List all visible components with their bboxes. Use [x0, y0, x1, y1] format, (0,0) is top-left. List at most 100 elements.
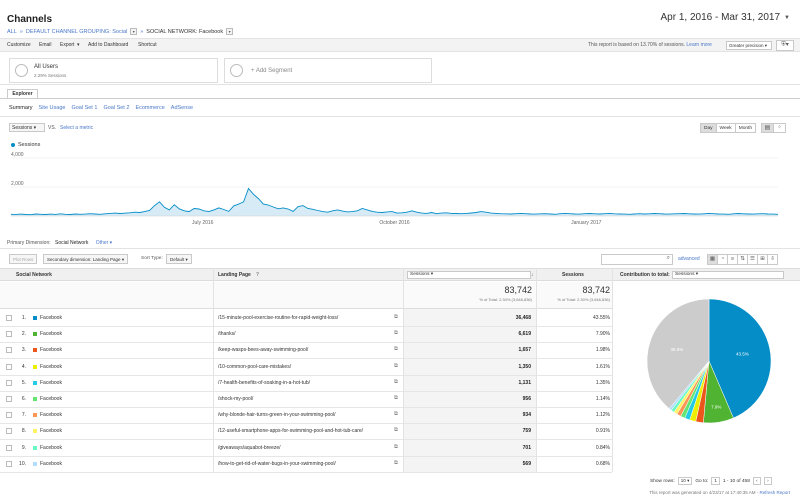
external-link-icon[interactable]: ⧉	[394, 378, 398, 385]
external-link-icon[interactable]: ⧉	[394, 427, 398, 434]
row-color-swatch	[33, 413, 37, 418]
external-link-icon[interactable]: ⧉	[394, 443, 398, 450]
subtab-ecommerce[interactable]: Ecommerce	[135, 105, 165, 111]
row-checkbox[interactable]	[6, 315, 12, 321]
customize-button[interactable]: Customize	[7, 42, 31, 48]
add-to-dashboard-button[interactable]: Add to Dashboard	[88, 42, 129, 48]
email-button[interactable]: Email	[39, 42, 52, 48]
external-link-icon[interactable]: ⧉	[394, 330, 398, 337]
segment-all-users[interactable]: All Users 2.29% Sessions	[9, 58, 218, 83]
external-link-icon[interactable]: ⧉	[394, 314, 398, 320]
show-rows-select[interactable]: 10 ▾	[677, 477, 693, 485]
external-link-icon[interactable]: ⧉	[394, 346, 398, 353]
row-landing-page[interactable]: /7-health-benefits-of-soaking-in-a-hot-t…	[218, 379, 310, 386]
column-social-network[interactable]: Social Network	[16, 272, 52, 278]
secondary-dimension-select[interactable]: Secondary dimension: Landing Page ▾	[43, 254, 129, 264]
column-sessions[interactable]: Sessions	[562, 272, 584, 278]
row-landing-page[interactable]: /how-to-get-rid-of-water-bugs-in-your-sw…	[218, 460, 336, 467]
export-icon[interactable]: ⇩	[767, 254, 778, 265]
row-landing-page[interactable]: /15-minute-pool-exercise-routine-for-rap…	[218, 315, 339, 321]
help-icon[interactable]: ?	[256, 272, 260, 278]
x-tick-label: July 2016	[192, 220, 214, 226]
row-social-network[interactable]: Facebook	[40, 315, 62, 321]
row-checkbox[interactable]	[6, 428, 12, 435]
row-number: 7.	[21, 412, 26, 419]
row-sessions: 759	[522, 428, 531, 435]
refresh-report-link[interactable]: Refresh Report	[759, 490, 790, 495]
row-checkbox[interactable]	[6, 379, 12, 386]
row-social-network[interactable]: Facebook	[40, 331, 62, 338]
row-landing-page[interactable]: /giveaways/aquabot-breeze/	[218, 444, 281, 451]
row-sessions: 1,350	[518, 363, 531, 370]
export-button[interactable]: Export	[60, 42, 75, 48]
add-segment-button[interactable]: + Add Segment	[224, 58, 432, 83]
tab-explorer[interactable]: Explorer	[7, 89, 38, 99]
primary-dimension-value[interactable]: Social Network	[55, 240, 89, 246]
table-row: 8. Facebook/12-useful-smartphone-apps-for…	[0, 423, 612, 441]
row-social-network[interactable]: Facebook	[40, 444, 62, 451]
row-landing-page[interactable]: /thanks/	[218, 331, 236, 338]
subtab-summary[interactable]: Summary	[9, 105, 33, 111]
row-checkbox[interactable]	[6, 412, 12, 419]
external-link-icon[interactable]: ⧉	[394, 411, 398, 418]
metric-select[interactable]: Sessions ▾	[9, 123, 45, 132]
row-color-swatch	[33, 332, 37, 337]
x-tick-label: October 2016	[379, 220, 410, 226]
explorer-subtabs: Summary Site Usage Goal Set 1 Goal Set 2…	[9, 105, 193, 111]
granularity-day-button[interactable]: Day	[700, 123, 717, 133]
advanced-filter-link[interactable]: advanced	[678, 256, 700, 262]
chevron-down-icon[interactable]: ▾	[130, 28, 138, 35]
sort-type-select[interactable]: Default ▾	[166, 254, 192, 264]
subtab-site-usage[interactable]: Site Usage	[38, 105, 66, 111]
granularity-week-button[interactable]: Week	[715, 123, 736, 133]
motion-chart-icon[interactable]: ⁘	[773, 123, 786, 133]
subtab-adsense[interactable]: AdSense	[170, 105, 194, 111]
row-social-network[interactable]: Facebook	[40, 379, 62, 386]
goto-input[interactable]: 1	[711, 477, 720, 485]
shield-icon[interactable]: ⛨▾	[776, 40, 794, 51]
row-color-swatch	[33, 429, 37, 434]
shortcut-button[interactable]: Shortcut	[138, 42, 157, 48]
row-social-network[interactable]: Facebook	[40, 412, 62, 419]
chevron-down-icon[interactable]: ▾	[226, 28, 234, 35]
row-social-network[interactable]: Facebook	[40, 347, 62, 354]
granularity-month-button[interactable]: Month	[734, 123, 757, 133]
row-social-network[interactable]: Facebook	[40, 460, 62, 467]
plot-rows-button[interactable]: Plot Rows	[9, 254, 38, 264]
row-checkbox[interactable]	[6, 396, 12, 402]
row-landing-page[interactable]: /why-blonde-hair-turns-green-in-your-swi…	[218, 412, 336, 419]
precision-select[interactable]: Greater precision ▾	[726, 41, 772, 50]
external-link-icon[interactable]: ⧉	[394, 362, 398, 369]
select-metric-link[interactable]: Select a metric	[60, 125, 94, 131]
row-checkbox[interactable]	[6, 460, 12, 467]
row-checkbox[interactable]	[6, 347, 12, 354]
row-landing-page[interactable]: /keep-wasps-bees-away-swimming-pool/	[218, 347, 309, 354]
column-landing-page[interactable]: Landing Page	[218, 272, 251, 278]
table-search-input[interactable]: ⌕	[601, 254, 673, 265]
breadcrumb-grouping[interactable]: DEFAULT CHANNEL GROUPING: Social	[25, 28, 128, 35]
column-sessions-select[interactable]: Sessions ▾	[407, 271, 531, 279]
row-social-network[interactable]: Facebook	[40, 363, 62, 370]
external-link-icon[interactable]: ⧉	[394, 395, 398, 401]
external-link-icon[interactable]: ⧉	[394, 459, 398, 466]
row-landing-page[interactable]: /12-useful-smartphone-apps-for-swimming-…	[218, 428, 364, 435]
contribution-select[interactable]: Sessions ▾	[672, 271, 784, 279]
next-page-icon[interactable]: ›	[763, 477, 772, 485]
row-sessions-pct: 0.91%	[595, 428, 610, 435]
learn-more-link[interactable]: Learn more	[686, 42, 712, 48]
subtab-goal-set-1[interactable]: Goal Set 1	[71, 105, 98, 111]
breadcrumb-all[interactable]: ALL	[7, 28, 17, 35]
row-checkbox[interactable]	[6, 444, 12, 451]
page-title: Channels	[7, 14, 53, 25]
subtab-goal-set-2[interactable]: Goal Set 2	[103, 105, 130, 111]
other-dimension-link[interactable]: Other ▾	[95, 240, 113, 246]
row-landing-page[interactable]: /10-common-pool-care-mistakes/	[218, 363, 292, 370]
date-range-picker[interactable]: Apr 1, 2016 - Mar 31, 2017 ▼	[661, 12, 790, 23]
prev-page-icon[interactable]: ‹	[752, 477, 761, 485]
row-social-network[interactable]: Facebook	[40, 428, 62, 435]
row-checkbox[interactable]	[6, 331, 12, 338]
row-checkbox[interactable]	[6, 363, 12, 370]
row-landing-page[interactable]: /shock-my-pool/	[218, 396, 254, 402]
sort-down-icon[interactable]: ↓	[531, 272, 534, 278]
row-social-network[interactable]: Facebook	[40, 396, 62, 402]
